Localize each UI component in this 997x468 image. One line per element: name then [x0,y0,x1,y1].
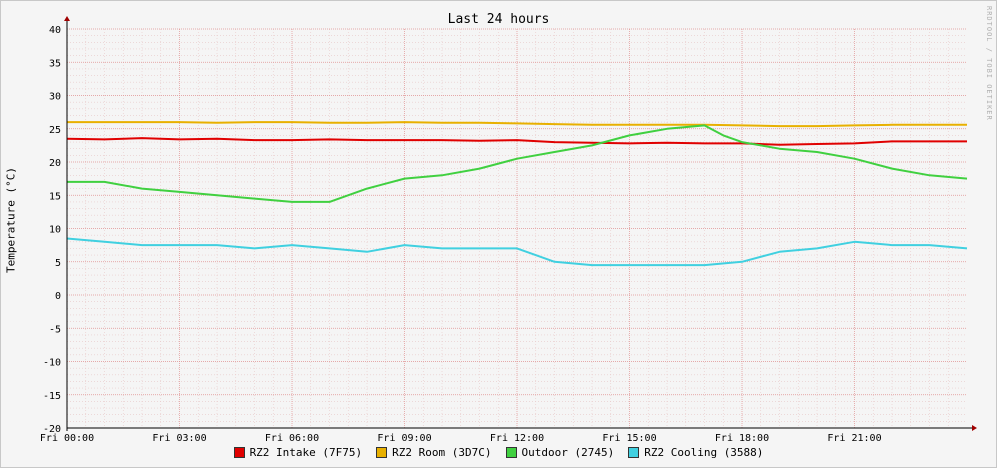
series-line-2 [67,124,968,203]
y-tick-label: -20 [43,424,61,435]
y-tick-label: 35 [49,58,61,69]
x-tick-label: Fri 06:00 [265,433,319,444]
legend-label-intake: RZ2 Intake (7F75) [249,446,363,459]
y-tick-label: 25 [49,125,61,136]
x-tick-label: Fri 21:00 [827,433,881,444]
legend-item-intake: RZ2 Intake (7F75) [233,446,363,459]
series-line-1 [67,121,967,128]
y-tick-label: -5 [49,324,61,335]
major-grid [66,28,967,429]
legend-label-cooling: RZ2 Cooling (3588) [644,446,764,459]
x-tick-label: Fri 15:00 [602,433,656,444]
legend-swatch-cooling [628,447,640,458]
y-tick-label: 5 [55,258,61,269]
legend-item-outdoor: Outdoor (2745) [505,446,615,459]
y-tick-label: 40 [49,25,61,36]
axes [64,16,977,431]
series-lines [66,121,968,267]
series-line-3 [66,237,968,267]
y-tick-label: 15 [49,191,61,202]
legend-item-cooling: RZ2 Cooling (3588) [628,446,763,459]
x-tick-label: Fri 09:00 [377,433,431,444]
y-tick-label: 30 [49,92,61,103]
x-tick-label: Fri 18:00 [715,433,769,444]
legend-swatch-room [376,447,388,458]
x-tick-label: Fri 00:00 [40,433,94,444]
legend-label-outdoor: Outdoor (2745) [521,446,615,459]
y-axis-arrow [64,16,70,21]
y-tick-label: -15 [43,391,61,402]
y-tick-labels: 40 35 30 25 20 15 10 5 0 -5 -10 -15 -20 [43,25,61,435]
y-tick-label: 20 [49,158,61,169]
y-tick-label: 0 [55,291,61,302]
legend-swatch-intake [233,447,245,458]
legend-item-room: RZ2 Room (3D7C) [376,446,492,459]
legend-label-room: RZ2 Room (3D7C) [392,446,492,459]
y-tick-label: 10 [49,225,61,236]
y-tick-label: -10 [43,358,61,369]
x-tick-labels: Fri 00:00 Fri 03:00 Fri 06:00 Fri 09:00 Fri … [40,433,882,444]
x-axis-arrow [972,425,977,431]
chart-title: Last 24 hours [447,12,550,27]
x-tick-label: Fri 12:00 [490,433,544,444]
watermark: RRDTOOL / TOBI OETIKER [985,6,993,121]
legend: RZ2 Intake (7F75) RZ2 Room (3D7C) Outdoo… [0,446,997,459]
x-tick-label: Fri 03:00 [152,433,206,444]
series-line-0 [66,137,967,146]
legend-swatch-outdoor [505,447,517,458]
